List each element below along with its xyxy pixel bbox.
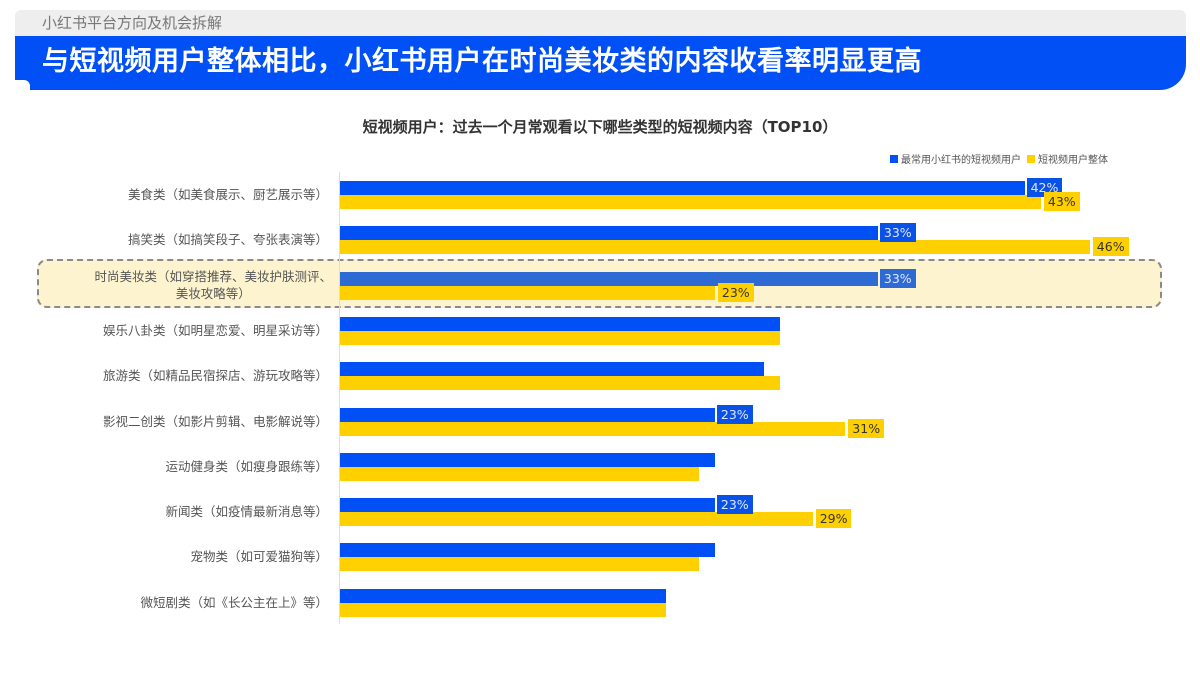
- data-label-yellow: 29%: [815, 509, 852, 529]
- header-notch: [15, 80, 30, 92]
- bar-all-users: [340, 376, 781, 391]
- header-section-strip: [15, 10, 1186, 36]
- category-label: 宠物类（如可爱猫狗等）: [190, 549, 328, 565]
- bar-all-users: [340, 512, 813, 527]
- chart-row: 新闻类（如疫情最新消息等） 23% 29%: [0, 0, 1200, 529]
- category-label: 美食类（如美食展示、厨艺展示等）: [127, 187, 328, 202]
- category-label: 微短剧类（如《长公主在上》等）: [140, 594, 328, 610]
- bar-all-users: [340, 557, 699, 572]
- bar-xiaohongshu-users: [340, 362, 764, 377]
- chart-legend: 最常用小红书的短视频用户 短视频用户整体: [890, 151, 1114, 166]
- chart-row: 宠物类（如可爱猫狗等）: [0, 0, 1200, 572]
- bar-xiaohongshu-users: [340, 181, 1025, 195]
- data-label-yellow: 46%: [1092, 237, 1129, 257]
- header-title-bar: [15, 36, 1186, 90]
- category-label: 搞笑类（如搞笑段子、夸张表演等）: [127, 232, 328, 248]
- category-label: 时尚美妆类（如穿搭推荐、美妆护肤测评、 美妆攻略等）: [94, 268, 332, 301]
- bar-xiaohongshu-users: [340, 271, 878, 286]
- bar-xiaohongshu-users: [340, 588, 666, 603]
- bar-all-users: [340, 602, 666, 617]
- data-label-blue: 33%: [879, 268, 916, 288]
- section-title: 小红书平台方向及机会拆解: [42, 14, 223, 32]
- bar-all-users: [340, 466, 699, 481]
- chart-row: 微短剧类（如《长公主在上》等）: [0, 0, 1200, 617]
- category-label: 娱乐八卦类（如明星恋爱、明星采访等）: [102, 322, 328, 338]
- chart-row: 娱乐八卦类（如明星恋爱、明星采访等）: [0, 0, 1200, 345]
- data-label-blue: 23%: [716, 404, 753, 424]
- category-label: 旅游类（如精品民宿探店、游玩攻略等）: [102, 368, 328, 384]
- legend-label: 短视频用户整体: [1038, 155, 1108, 166]
- chart-row: 美食类（如美食展示、厨艺展示等） 42% 43%: [0, 0, 1200, 211]
- y-axis-line: [339, 172, 340, 624]
- chart-title: 短视频用户：过去一个月常观看以下哪些类型的短视频内容（TOP10）: [362, 118, 838, 136]
- page-title: 与短视频用户整体相比，小红书用户在时尚美妆类的内容收看率明显更高: [42, 46, 922, 77]
- chart-row: 影视二创类（如影片剪辑、电影解说等） 23% 31%: [0, 0, 1200, 438]
- bar-all-users: [340, 330, 781, 345]
- chart-row: 旅游类（如精品民宿探店、游玩攻略等）: [0, 0, 1200, 391]
- chart-row: 运动健身类（如瘦身跟练等）: [0, 0, 1200, 481]
- data-label-yellow: 43%: [1043, 192, 1080, 211]
- bar-all-users: [340, 421, 846, 436]
- chart-row: 时尚美妆类（如穿搭推荐、美妆护肤测评、 美妆攻略等） 33% 23%: [0, 0, 1200, 302]
- bar-xiaohongshu-users: [340, 316, 781, 331]
- category-label: 新闻类（如疫情最新消息等）: [165, 504, 328, 520]
- bar-xiaohongshu-users: [340, 543, 715, 558]
- bar-xiaohongshu-users: [340, 407, 715, 422]
- legend-item-all-users: 短视频用户整体: [1027, 151, 1108, 166]
- bar-xiaohongshu-users: [340, 498, 715, 513]
- data-label-yellow: 23%: [717, 282, 754, 302]
- legend-swatch-blue: [890, 154, 898, 163]
- data-label-blue: 33%: [879, 223, 916, 243]
- chart-row: 搞笑类（如搞笑段子、夸张表演等） 33% 46%: [0, 0, 1200, 257]
- bar-all-users: [340, 195, 1041, 209]
- bar-all-users: [340, 240, 1090, 255]
- bar-xiaohongshu-users: [340, 226, 878, 241]
- bar-xiaohongshu-users: [340, 452, 715, 467]
- legend-swatch-yellow: [1027, 154, 1035, 163]
- bar-all-users: [340, 285, 715, 300]
- category-label: 影视二创类（如影片剪辑、电影解说等）: [102, 413, 328, 429]
- category-label: 运动健身类（如瘦身跟练等）: [165, 458, 328, 474]
- data-label-blue: 23%: [716, 495, 753, 515]
- legend-label: 最常用小红书的短视频用户: [901, 155, 1021, 166]
- data-label-yellow: 31%: [848, 418, 885, 438]
- legend-item-xiaohongshu-users: 最常用小红书的短视频用户: [890, 151, 1021, 166]
